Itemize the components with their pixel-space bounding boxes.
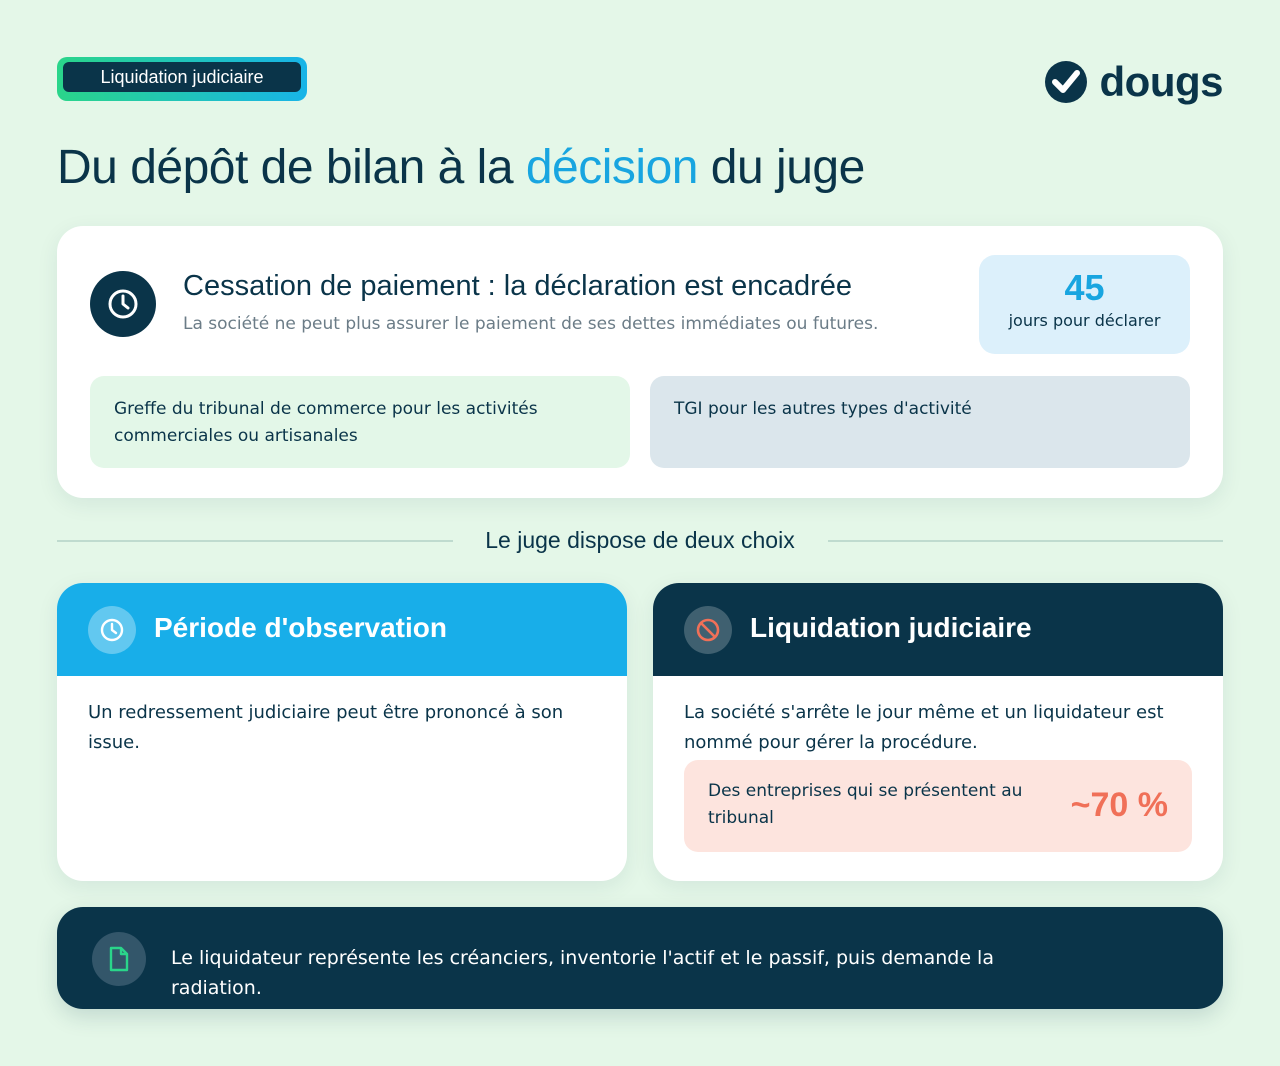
observation-card-header: Période d'observation — [57, 583, 627, 676]
observation-text: Un redressement judiciaire peut être pro… — [88, 702, 564, 753]
days-stat-value: 45 — [1064, 267, 1105, 308]
observation-title: Période d'observation — [154, 612, 447, 643]
prohibited-icon — [696, 618, 720, 642]
title-part-2: du juge — [697, 141, 865, 194]
cessation-icon-circle — [90, 271, 156, 337]
cessation-subtitle: La société ne peut plus assurer le paiem… — [183, 314, 879, 334]
days-stat-label: jours pour déclarer — [1008, 310, 1161, 330]
liquidator-info-text: Le liquidateur représente les créanciers… — [171, 947, 994, 999]
document-icon-circle — [92, 932, 146, 986]
clock-icon — [100, 618, 124, 642]
observation-card: Période d'observation Un redressement ju… — [57, 583, 627, 881]
logo-text: dougs — [1099, 58, 1224, 105]
liquidation-title: Liquidation judiciaire — [750, 612, 1032, 643]
clock-icon — [108, 289, 138, 319]
liquidation-stat-label: Des entreprises qui se présentent au tri… — [708, 781, 1023, 828]
observation-icon-circle — [88, 606, 136, 654]
document-icon — [109, 946, 129, 972]
cessation-card: Cessation de paiement : la déclaration e… — [57, 226, 1223, 498]
divider-line-left — [57, 540, 453, 542]
cessation-title: Cessation de paiement : la déclaration e… — [183, 270, 853, 302]
category-tag-label: Liquidation judiciaire — [63, 62, 301, 92]
category-tag: Liquidation judiciaire — [57, 57, 307, 101]
liquidation-stat-box: Des entreprises qui se présentent au tri… — [684, 760, 1192, 852]
divider-line-right — [828, 540, 1223, 542]
commerce-court-box: Greffe du tribunal de commerce pour les … — [90, 376, 630, 468]
tgi-court-box: TGI pour les autres types d'activité — [650, 376, 1190, 468]
days-stat-box: 45 jours pour déclarer — [979, 255, 1190, 354]
title-part-1: Du dépôt de bilan à la — [57, 141, 526, 194]
dougs-logo: dougs — [1044, 58, 1224, 106]
title-accent: décision — [525, 141, 699, 194]
liquidator-info-card: Le liquidateur représente les créanciers… — [57, 907, 1223, 1009]
liquidation-card-header: Liquidation judiciaire — [653, 583, 1223, 676]
divider-label: Le juge dispose de deux choix — [485, 527, 795, 553]
liquidation-card: Liquidation judiciaire La société s'arrê… — [653, 583, 1223, 881]
liquidation-icon-circle — [684, 606, 732, 654]
liquidation-text: La société s'arrête le jour même et un l… — [684, 702, 1164, 753]
page-title: Du dépôt de bilan à la décision du juge — [57, 140, 865, 195]
liquidation-stat-value: ~70 % — [1070, 786, 1168, 824]
check-circle-icon — [1044, 61, 1087, 103]
